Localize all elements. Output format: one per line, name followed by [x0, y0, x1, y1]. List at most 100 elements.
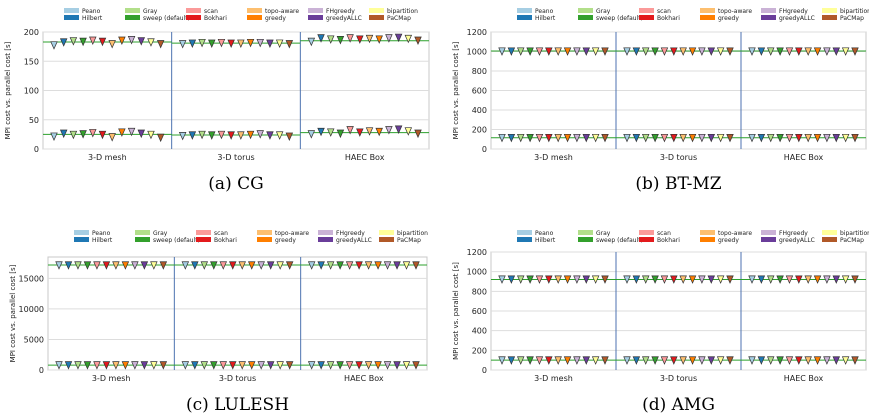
legend-swatch [74, 237, 89, 242]
x-tick-label: 3-D torus [660, 374, 697, 383]
data-point [813, 47, 822, 56]
data-point [591, 275, 600, 284]
data-point [191, 261, 199, 270]
legend-label: Bokhari [214, 237, 237, 244]
data-point [147, 38, 155, 47]
data-point [227, 39, 235, 48]
legend-label: FHgreedy [336, 230, 365, 237]
legend-swatch [639, 8, 654, 13]
data-point [64, 361, 73, 370]
data-point [545, 47, 553, 56]
data-point [632, 133, 641, 143]
data-point [356, 35, 364, 44]
data-point [498, 133, 506, 143]
legend-label: Peano [82, 8, 101, 15]
data-point [229, 261, 237, 270]
data-point [498, 47, 506, 56]
data-point [266, 361, 275, 370]
data-point [707, 47, 716, 56]
data-point [601, 275, 609, 284]
data-point [698, 275, 706, 284]
legend-swatch [196, 237, 211, 242]
y-tick-label: 200 [472, 126, 487, 135]
data-point [178, 40, 187, 49]
data-point [726, 133, 734, 143]
data-point [89, 129, 97, 138]
data-point [285, 132, 294, 141]
data-point [726, 275, 734, 284]
legend-swatch [700, 230, 715, 235]
data-point [102, 361, 111, 370]
legend-swatch [761, 230, 776, 235]
figure-caption: (b) BT-MZ [635, 174, 721, 194]
legend-label: sweep (default) [596, 15, 643, 22]
data-point [573, 47, 581, 56]
data-point [813, 356, 822, 365]
legend-label: bipartition [397, 230, 428, 237]
data-point [229, 361, 237, 370]
data-point [507, 356, 516, 365]
legend-swatch [369, 8, 384, 13]
y-tick-label: 100 [24, 87, 39, 96]
data-point [317, 34, 325, 43]
data-point [112, 261, 120, 270]
data-point [140, 261, 149, 270]
data-point [507, 133, 516, 143]
data-point [414, 129, 422, 139]
data-point [776, 275, 784, 284]
data-point [726, 356, 734, 365]
data-point [276, 361, 284, 370]
data-point [554, 356, 562, 365]
data-point [498, 356, 506, 365]
data-point [601, 47, 609, 56]
legend-label: Peano [535, 8, 554, 15]
legend-label: greedyALLC [779, 237, 815, 244]
data-point [256, 38, 264, 48]
data-point [516, 275, 525, 284]
legend-swatch [74, 230, 89, 235]
data-point [285, 40, 294, 49]
data-point [813, 275, 822, 284]
data-point [516, 133, 525, 143]
data-point [851, 133, 859, 143]
legend-label: sweep (default) [596, 237, 643, 244]
legend-swatch [639, 15, 654, 20]
data-point [823, 275, 831, 284]
data-point [402, 361, 411, 370]
y-axis-label: MPI cost vs. parallel cost [s] [9, 264, 17, 362]
data-point [345, 261, 354, 270]
figure-caption: (c) LULESH [186, 395, 289, 415]
data-point [356, 128, 364, 137]
legend-label: topo-aware [265, 8, 299, 15]
data-point [317, 261, 325, 270]
data-point [336, 361, 344, 370]
legend-label: Gray [596, 230, 611, 237]
legend-swatch [257, 230, 272, 235]
x-tick-label: HAEC Box [784, 374, 824, 383]
data-point [632, 275, 641, 284]
legend-label: scan [657, 8, 671, 15]
legend-label: Bokhari [204, 15, 227, 22]
x-tick-label: 3-D torus [660, 153, 697, 162]
legend-swatch [517, 230, 532, 235]
data-point [393, 361, 401, 370]
data-point [326, 35, 335, 44]
data-point [50, 41, 58, 50]
legend-label: bipartition [840, 8, 869, 15]
data-point [98, 130, 107, 140]
data-point [660, 356, 669, 365]
data-point [535, 133, 544, 143]
data-point [688, 275, 697, 284]
data-point [346, 34, 354, 43]
legend-swatch [822, 237, 837, 242]
data-point [679, 356, 687, 365]
data-point [198, 38, 206, 48]
data-point [238, 361, 246, 370]
legend-swatch [196, 230, 211, 235]
data-point [563, 133, 572, 143]
data-point [582, 275, 591, 284]
data-point [121, 261, 130, 270]
data-point [326, 361, 335, 370]
data-point [716, 133, 725, 143]
